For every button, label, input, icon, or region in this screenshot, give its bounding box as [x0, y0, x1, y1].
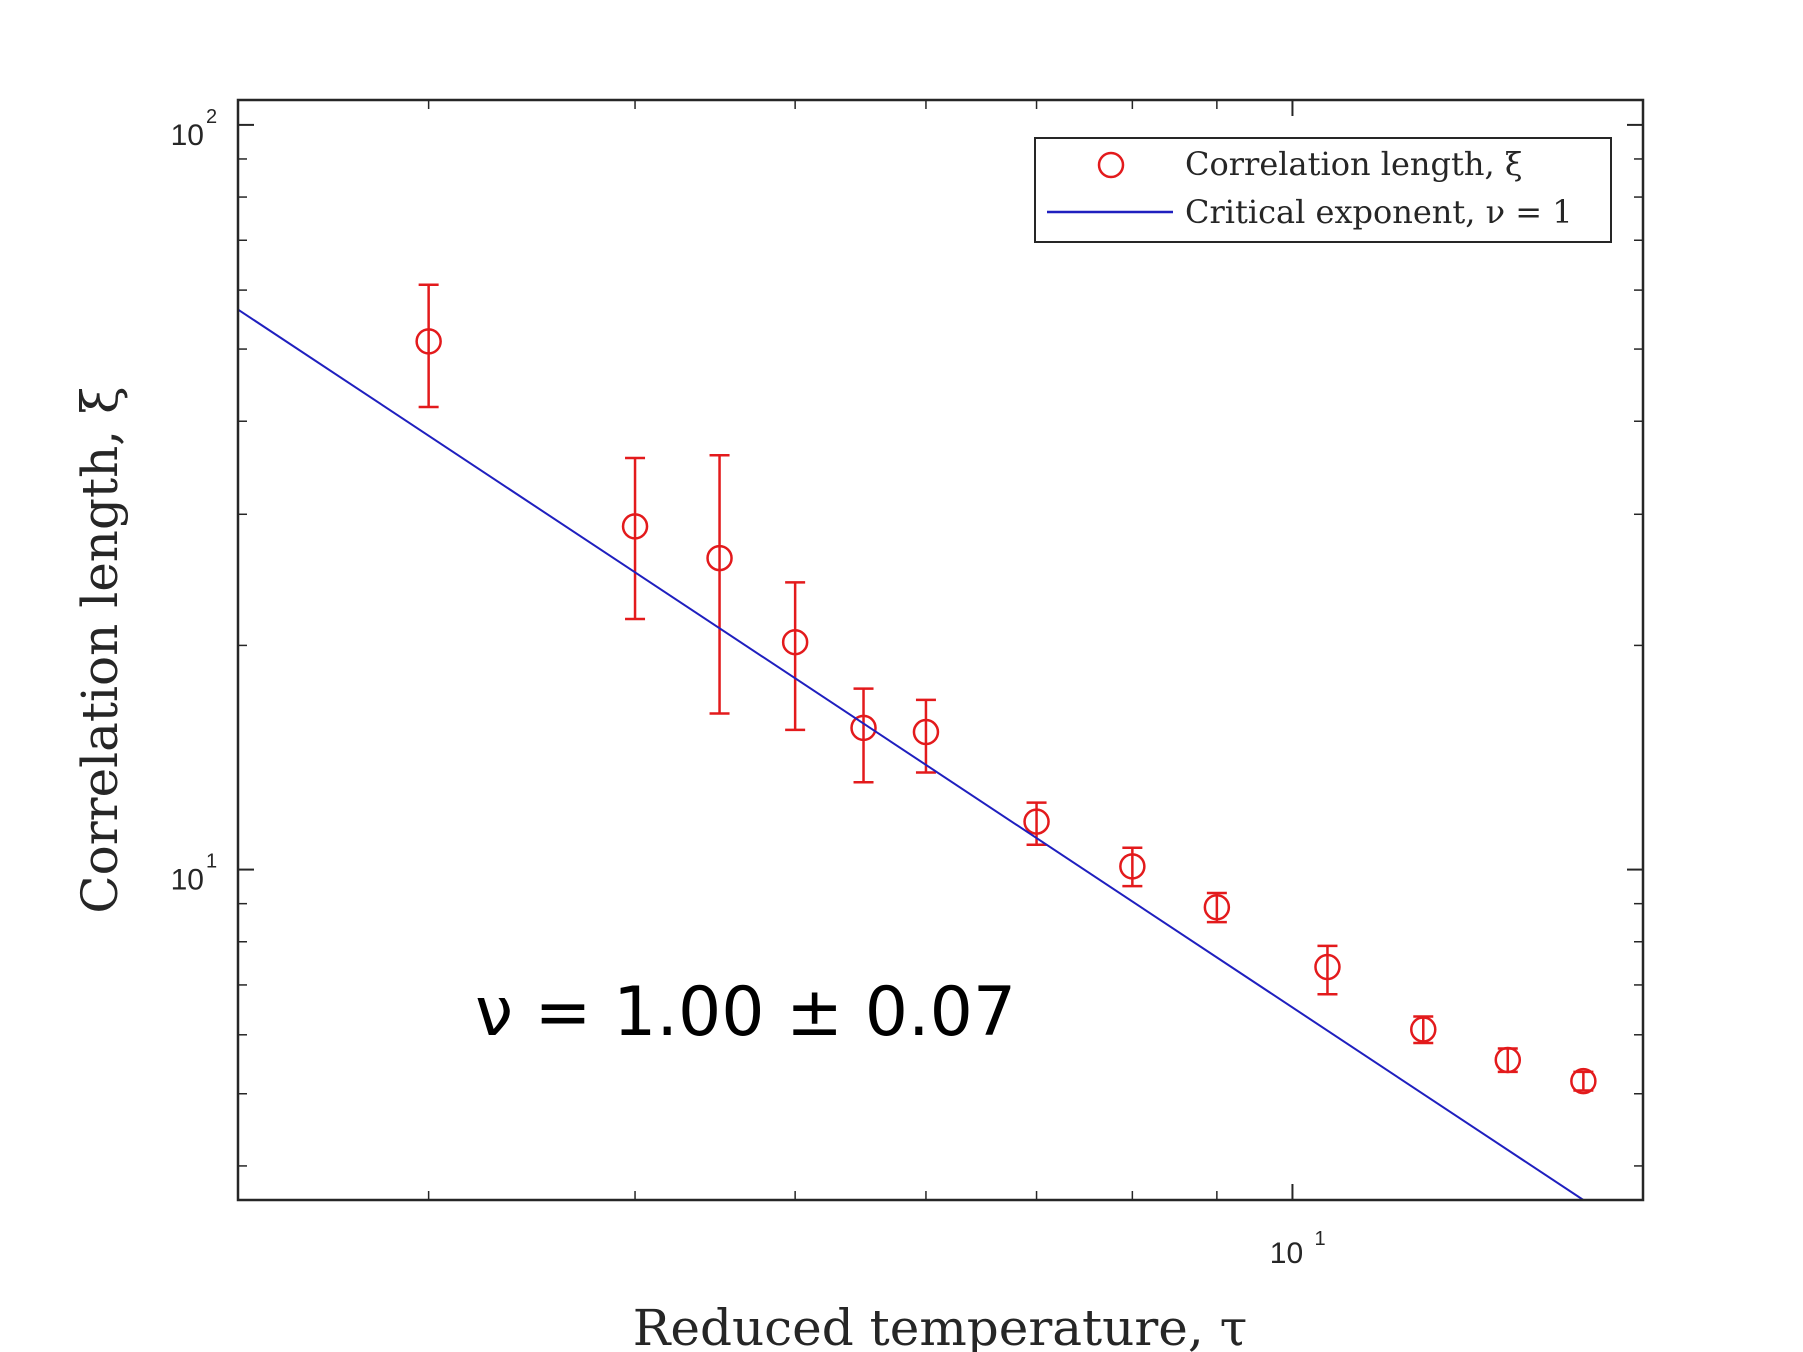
- point-marker: [850, 714, 877, 742]
- legend-label-correlation-length: Correlation length, ξ: [1185, 145, 1522, 183]
- y-tick-label: 10: [171, 119, 204, 152]
- data-point: [1119, 846, 1146, 888]
- minor-ticks: [238, 100, 1643, 1200]
- point-marker: [781, 628, 809, 656]
- point-marker: [1314, 953, 1341, 981]
- data-point: [912, 698, 940, 774]
- legend-box: [1034, 137, 1612, 243]
- point-marker: [1119, 853, 1146, 880]
- point-marker: [1410, 1016, 1437, 1043]
- x-axis-title: Reduced temperature, τ: [633, 1299, 1248, 1352]
- legend: Correlation length, ξ Critical exponent,…: [1034, 137, 1612, 243]
- data-point: [850, 687, 877, 784]
- data-point: [415, 283, 442, 409]
- data-point: [1314, 944, 1341, 996]
- x-tick-label-exponent: 1: [1314, 1228, 1325, 1250]
- y-tick-label: 10: [171, 864, 204, 897]
- series-layer: [238, 283, 1597, 1200]
- point-marker: [1494, 1046, 1522, 1074]
- legend-marker-correlation-length: [1097, 151, 1125, 179]
- plot-area: [238, 100, 1643, 1200]
- point-marker: [621, 513, 649, 540]
- major-ticks: [238, 100, 1643, 1200]
- data-point: [1410, 1015, 1437, 1045]
- y-tick-label-exponent: 2: [206, 106, 217, 128]
- data-point: [781, 581, 809, 732]
- point-marker: [1023, 808, 1050, 835]
- data-point: [1494, 1046, 1522, 1074]
- x-tick-label: 10: [1270, 1237, 1303, 1270]
- y-axis-title: Correlation length, ξ: [71, 386, 129, 913]
- point-marker: [1203, 894, 1231, 921]
- point-marker: [706, 544, 733, 572]
- data-point: [621, 456, 649, 621]
- point-marker: [912, 718, 940, 746]
- data-point: [706, 454, 733, 715]
- y-tick-label-exponent: 1: [206, 851, 217, 873]
- legend-label-critical-exponent: Critical exponent, ν = 1: [1185, 193, 1573, 231]
- point-marker: [1570, 1067, 1597, 1095]
- nu-annotation: ν = 1.00 ± 0.07: [475, 973, 1016, 1052]
- point-marker: [415, 328, 442, 355]
- data-point: [1203, 891, 1231, 924]
- annotation-layer: ν = 1.00 ± 0.07: [475, 973, 1016, 1052]
- fit-line: [238, 308, 1584, 1200]
- data-point: [1570, 1067, 1597, 1095]
- plot-frame: [236, 98, 1645, 1202]
